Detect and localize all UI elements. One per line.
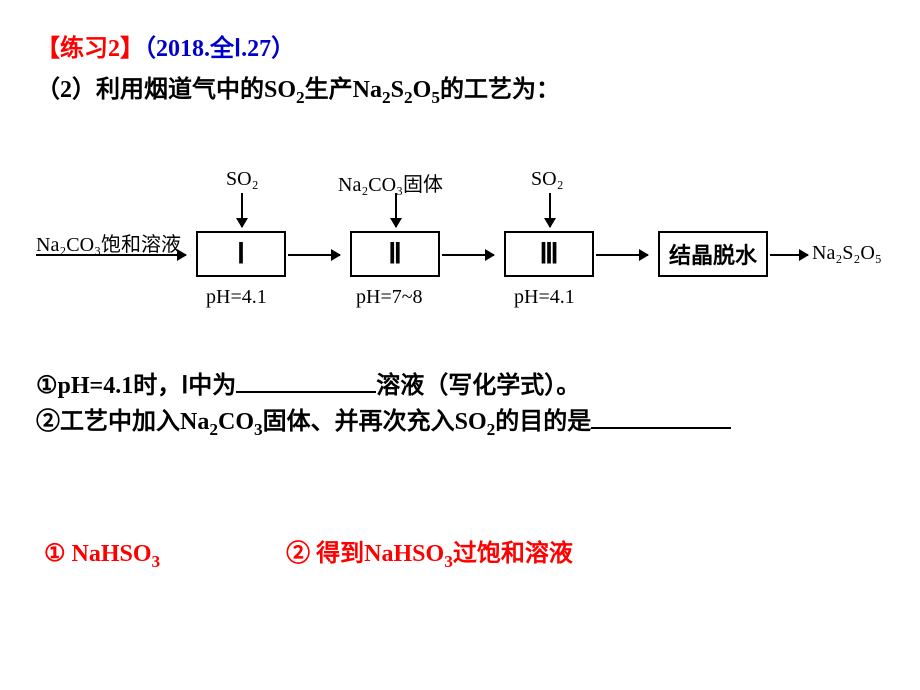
question-1: ①pH=4.1时，Ⅰ中为 溶液（写化学式）。 (36, 368, 884, 404)
q2-text-a: ②工艺中加入Na (36, 409, 209, 435)
answer-2: ② 得到NaHSO3过饱和溶液 (286, 533, 573, 572)
box-label: Ⅰ (237, 237, 245, 271)
subscript: 2 (296, 88, 305, 107)
box-label: Ⅱ (388, 237, 402, 271)
blank-2 (591, 405, 731, 429)
so2-label-a: SO₂ (226, 168, 259, 191)
blank-1 (236, 369, 376, 393)
ph-label-2: pH=7~8 (356, 286, 423, 309)
process-box-1: Ⅰ (196, 231, 286, 277)
so2-label-b: SO₂ (531, 168, 564, 191)
q2-text-b: CO (218, 409, 254, 435)
problem-text: S (391, 77, 404, 103)
input-label: Na₂CO₃饱和溶液 (36, 228, 181, 257)
subscript: 3 (152, 551, 161, 570)
na2co3-solid-label: Na₂CO₃固体 (338, 168, 443, 197)
process-box-4: 结晶脱水 (658, 231, 768, 277)
problem-text: 生产Na (305, 77, 382, 103)
subscript: 5 (431, 88, 440, 107)
q1-text-a: ①pH=4.1时，Ⅰ中为 (36, 373, 236, 399)
answer2-text-b: 过饱和溶液 (453, 541, 573, 567)
subscript: 2 (382, 88, 391, 107)
slide-content: 【练习2】（2018.全Ⅰ.27） （2）利用烟道气中的SO2生产Na2S2O5… (0, 0, 920, 591)
q2-text-c: 固体、并再次充入SO (263, 409, 487, 435)
problem-text: 的工艺为： (440, 77, 560, 103)
problem-statement: （2）利用烟道气中的SO2生产Na2S2O5的工艺为： (36, 69, 884, 108)
subscript: 2 (209, 420, 218, 439)
arrow-down-1 (241, 193, 243, 227)
box-label: Ⅲ (539, 237, 558, 271)
problem-text: O (413, 77, 432, 103)
subscript: 2 (487, 420, 496, 439)
arrow-down-3 (549, 193, 551, 227)
subscript: 3 (254, 420, 263, 439)
answer1-text: ① NaHSO (44, 541, 152, 567)
arrow-3-4 (596, 254, 648, 256)
question-2: ②工艺中加入Na2CO3固体、并再次充入SO2的目的是 (36, 404, 884, 443)
box-label: 结晶脱水 (669, 238, 757, 270)
arrow-down-2 (395, 193, 397, 227)
arrow-input (36, 254, 186, 256)
problem-text: （2）利用烟道气中的SO (36, 77, 296, 103)
exercise-source: （2018.全Ⅰ.27） (144, 36, 295, 62)
arrow-1-2 (288, 254, 340, 256)
arrow-2-3 (442, 254, 494, 256)
ph-label-1: pH=4.1 (206, 286, 267, 309)
exercise-label: 【练习2】 (36, 36, 144, 62)
question-block: ①pH=4.1时，Ⅰ中为溶液（写化学式）。 ②工艺中加入Na2CO3固体、并再次… (36, 368, 884, 443)
process-box-3: Ⅲ (504, 231, 594, 277)
subscript: 3 (444, 551, 453, 570)
answer-1: ① NaHSO3 (44, 539, 160, 572)
answer2-text-a: ② 得到NaHSO (286, 541, 444, 567)
process-box-2: Ⅱ (350, 231, 440, 277)
arrow-output (770, 254, 808, 256)
q1-text-b: 溶液（写化学式）。 (376, 373, 580, 399)
answer-block: ① NaHSO3 ② 得到NaHSO3过饱和溶液 (36, 533, 884, 572)
subscript: 2 (404, 88, 413, 107)
exercise-header: 【练习2】（2018.全Ⅰ.27） (36, 28, 884, 63)
ph-label-3: pH=4.1 (514, 286, 575, 309)
output-label: Na₂S₂O₅ (812, 242, 882, 265)
process-flowchart: Na₂CO₃饱和溶液 Ⅰ pH=4.1 SO₂ Ⅱ pH=7~8 Na₂CO₃固… (36, 168, 866, 338)
q2-text-d: 的目的是 (495, 409, 591, 435)
